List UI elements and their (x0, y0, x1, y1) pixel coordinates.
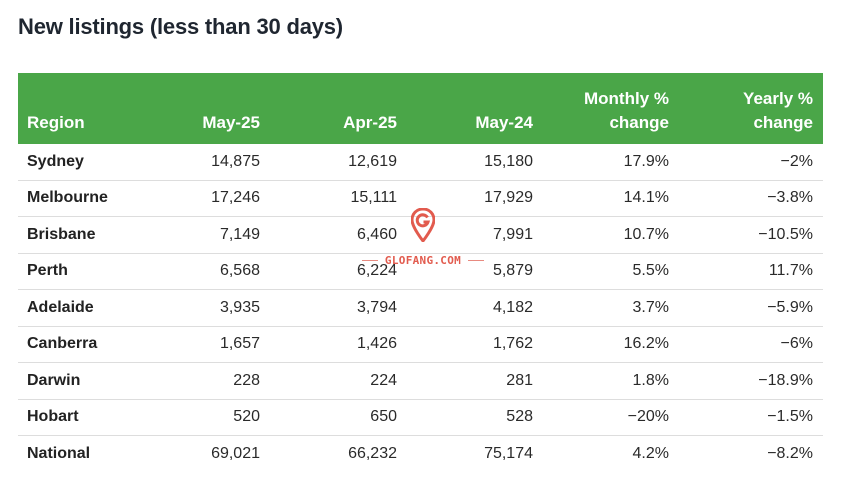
table-body: Sydney 14,875 12,619 15,180 17.9% −2% Me… (18, 144, 823, 472)
table-row: Hobart 520 650 528 −20% −1.5% (18, 399, 823, 436)
header-row: Region May-25 Apr-25 May-24 Monthly % ch… (18, 73, 823, 144)
header-may-25: May-25 (158, 73, 270, 144)
cell-apr-25: 1,426 (270, 326, 407, 363)
cell-region: Hobart (18, 399, 158, 436)
header-monthly-line2: change (609, 113, 669, 132)
cell-may-24: 528 (407, 399, 543, 436)
cell-monthly-change: −20% (543, 399, 679, 436)
cell-monthly-change: 3.7% (543, 289, 679, 327)
table-row: Brisbane 7,149 6,460 7,991 10.7% −10.5% (18, 216, 823, 254)
listings-table-container: Region May-25 Apr-25 May-24 Monthly % ch… (18, 73, 823, 472)
cell-region: Adelaide (18, 289, 158, 327)
cell-monthly-change: 1.8% (543, 362, 679, 400)
cell-yearly-change: −1.5% (679, 399, 823, 436)
header-yearly-change: Yearly % change (679, 73, 823, 144)
cell-region: Brisbane (18, 216, 158, 254)
cell-monthly-change: 5.5% (543, 253, 679, 290)
header-monthly-change: Monthly % change (543, 73, 679, 144)
cell-may-25: 17,246 (158, 180, 270, 217)
cell-may-25: 3,935 (158, 289, 270, 327)
cell-region: Melbourne (18, 180, 158, 217)
cell-may-24: 17,929 (407, 180, 543, 217)
cell-may-24: 5,879 (407, 253, 543, 290)
page-title: New listings (less than 30 days) (18, 14, 343, 39)
cell-may-25: 69,021 (211, 444, 260, 462)
table-row: Adelaide 3,935 3,794 4,182 3.7% −5.9% (18, 289, 823, 327)
cell-may-25: 228 (158, 362, 270, 400)
cell-apr-25: 224 (270, 362, 407, 400)
cell-yearly-change: 11.7% (679, 253, 823, 290)
cell-region: Perth (18, 253, 158, 290)
cell-monthly-change: 10.7% (543, 216, 679, 254)
cell-may-25: 14,875 (158, 144, 270, 181)
table-row: Canberra 1,657 1,426 1,762 16.2% −6% (18, 326, 823, 363)
cell-apr-25: 6,460 (270, 216, 407, 254)
cell-may-25: 1,657 (158, 326, 270, 363)
cell-region: Canberra (18, 326, 158, 363)
listings-table: Region May-25 Apr-25 May-24 Monthly % ch… (18, 73, 823, 472)
cell-may-25: 520 (158, 399, 270, 436)
cell-apr-25: 15,111 (270, 180, 407, 217)
cell-apr-25: 6,224 (270, 253, 407, 290)
cell-monthly-change: 17.9% (543, 144, 679, 181)
cell-may-24: 7,991 (407, 216, 543, 254)
cell-region: National (27, 444, 91, 462)
cell-region: Darwin (18, 362, 158, 400)
cell-may-24: 75,174 (484, 444, 533, 462)
cell-may-24: 15,180 (407, 144, 543, 181)
cell-yearly-change: −18.9% (679, 362, 823, 400)
cell-may-25: 7,149 (158, 216, 270, 254)
table-row: National 69,021 66,232 75,174 4.2% −8.2% (18, 436, 823, 472)
cell-may-24: 4,182 (407, 289, 543, 327)
cell-yearly-change: −10.5% (679, 216, 823, 254)
table-row: Darwin 228 224 281 1.8% −18.9% (18, 362, 823, 400)
cell-may-24: 281 (407, 362, 543, 400)
cell-yearly-change: −3.8% (679, 180, 823, 217)
cell-apr-25: 12,619 (270, 144, 407, 181)
table-header: Region May-25 Apr-25 May-24 Monthly % ch… (18, 73, 823, 144)
cell-yearly-change: −2% (679, 144, 823, 181)
cell-monthly-change: 14.1% (543, 180, 679, 217)
cell-yearly-change: −6% (679, 326, 823, 363)
header-yearly-line2: change (753, 113, 813, 132)
header-may-24: May-24 (407, 73, 543, 144)
cell-region: Sydney (18, 144, 158, 181)
cell-apr-25: 650 (270, 399, 407, 436)
table-row: Perth 6,568 6,224 5,879 5.5% 11.7% (18, 253, 823, 290)
cell-yearly-change: −5.9% (679, 289, 823, 327)
table-row: Sydney 14,875 12,619 15,180 17.9% −2% (18, 144, 823, 181)
table-row: Melbourne 17,246 15,111 17,929 14.1% −3.… (18, 180, 823, 217)
header-apr-25: Apr-25 (270, 73, 407, 144)
cell-monthly-change: 16.2% (543, 326, 679, 363)
header-yearly-line1: Yearly % (743, 89, 813, 108)
cell-yearly-change: −8.2% (767, 444, 813, 462)
cell-monthly-change: 4.2% (632, 444, 669, 462)
cell-may-25: 6,568 (158, 253, 270, 290)
cell-apr-25: 66,232 (348, 444, 397, 462)
header-monthly-line1: Monthly % (584, 89, 669, 108)
header-region: Region (18, 73, 158, 144)
cell-may-24: 1,762 (407, 326, 543, 363)
cell-apr-25: 3,794 (270, 289, 407, 327)
